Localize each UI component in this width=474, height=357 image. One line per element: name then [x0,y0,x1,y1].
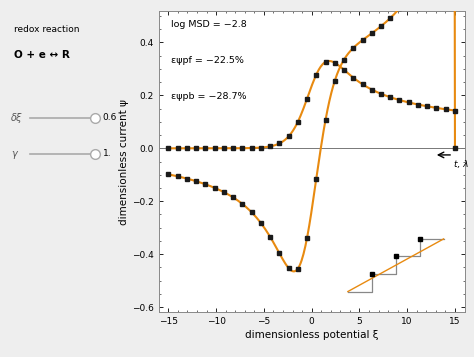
Text: δξ: δξ [11,113,22,123]
Text: εψpb = −28.7%: εψpb = −28.7% [171,92,246,101]
Text: t, λ: t, λ [454,160,469,169]
Text: O + e ↔ R: O + e ↔ R [13,50,69,60]
Text: 1.: 1. [103,149,111,158]
Text: 0.6: 0.6 [103,113,117,122]
Text: log MSD = −2.8: log MSD = −2.8 [171,20,247,29]
X-axis label: dimensionless potential ξ: dimensionless potential ξ [245,330,378,341]
Text: redox reaction: redox reaction [13,25,79,34]
Y-axis label: dimensionless current ψ: dimensionless current ψ [119,99,129,225]
Text: γ: γ [11,149,17,159]
Text: εψpf = −22.5%: εψpf = −22.5% [171,56,244,65]
